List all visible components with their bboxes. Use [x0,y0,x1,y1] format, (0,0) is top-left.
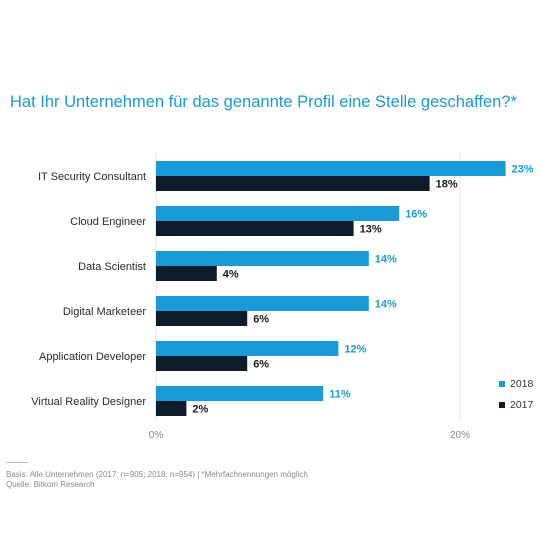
legend-label-2017: 2017 [510,399,534,411]
data-label-2018: 11% [329,389,351,401]
bars [156,161,506,416]
legend: 2018 2017 [499,378,534,411]
bar-2017 [156,311,248,326]
data-label-2018: 23% [512,164,534,176]
data-label-2017: 2% [192,404,208,416]
labels: 0% 20% IT Security Consultant 23% 18% Cloud E… [31,164,534,442]
category-label: Application Developer [39,351,146,363]
bar-2018 [156,386,324,401]
category-label: IT Security Consultant [38,171,146,183]
data-label-2018: 14% [375,299,397,311]
x-tick-label-0: 0% [149,430,164,441]
footnote-basis: Basis: Alle Unternehmen (2017: n=905; 20… [6,470,308,479]
category-label: Data Scientist [78,261,146,273]
data-label-2017: 18% [436,179,458,191]
data-label-2017: 6% [253,359,269,371]
bar-2017 [156,356,248,371]
bar-2017 [156,221,354,236]
legend-swatch-2018 [499,381,505,387]
category-label: Virtual Reality Designer [31,396,146,408]
bar-2018 [156,341,339,356]
bar-2017 [156,401,187,416]
data-label-2017: 6% [253,314,269,326]
data-label-2018: 16% [405,209,427,221]
chart-title: Hat Ihr Unternehmen für das genannte Pro… [10,93,517,111]
bar-2018 [156,206,400,221]
category-label: Digital Marketeer [63,306,146,318]
bar-2017 [156,176,430,191]
legend-label-2018: 2018 [510,378,534,390]
footnote-divider [6,462,28,463]
gridlines [155,152,461,420]
data-label-2018: 14% [375,254,397,266]
legend-swatch-2017 [499,402,505,408]
footnote-source: Quelle: Bitkom Research [6,480,95,489]
bar-2018 [156,296,369,311]
data-label-2017: 13% [360,224,382,236]
data-label-2018: 12% [344,344,366,356]
data-label-2017: 4% [223,269,239,281]
bar-2017 [156,266,217,281]
bar-2018 [156,251,369,266]
x-tick-label-20: 20% [450,430,470,441]
bar-2018 [156,161,506,176]
category-label: Cloud Engineer [70,216,146,228]
